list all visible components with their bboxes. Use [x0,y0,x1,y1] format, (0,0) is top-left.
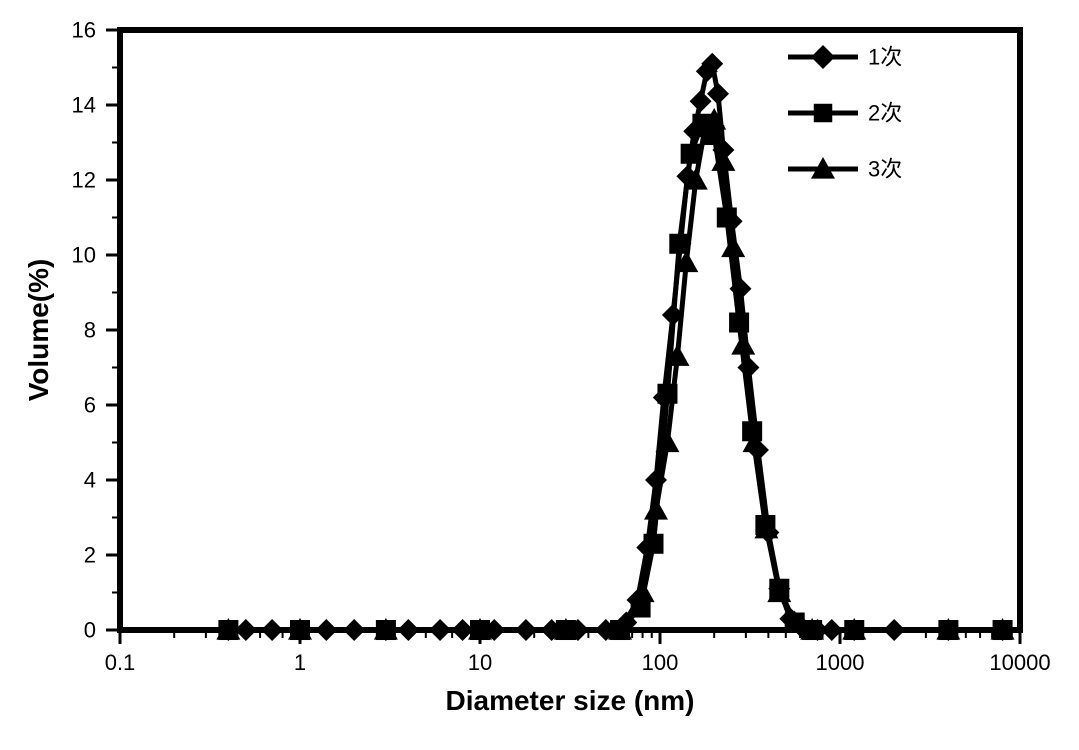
x-tick-label: 0.1 [105,650,136,675]
x-tick-label: 1000 [816,650,865,675]
x-tick-label: 10 [468,650,492,675]
legend-label: 1次 [868,45,902,70]
y-tick-label: 0 [84,618,96,643]
y-tick-label: 4 [84,468,96,493]
legend-label: 2次 [868,101,902,126]
distribution-chart: 0 2 4 6 8 10 12 14 16 0.1 1 10 100 1000 10000 Diameter … [0,0,1079,750]
x-axis-label: Diameter size (nm) [446,685,695,716]
chart-container: 0 2 4 6 8 10 12 14 16 0.1 1 10 100 1000 10000 Diameter … [0,0,1079,750]
y-axis-label: Volume(%) [23,259,54,402]
y-tick-label: 8 [84,318,96,343]
x-tick-label: 100 [642,650,679,675]
y-tick-label: 10 [72,243,96,268]
y-tick-label: 12 [72,168,96,193]
legend-label: 3次 [868,157,902,182]
y-tick-label: 16 [72,18,96,43]
y-tick-label: 6 [84,393,96,418]
y-tick-label: 2 [84,543,96,568]
y-tick-label: 14 [72,93,96,118]
x-tick-label: 10000 [989,650,1050,675]
x-tick-label: 1 [294,650,306,675]
